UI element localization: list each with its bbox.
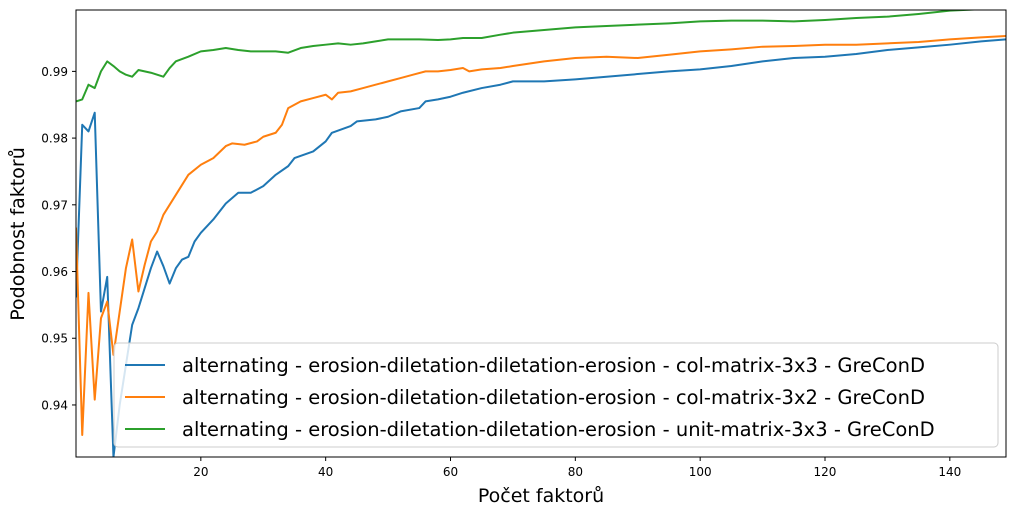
x-tick-label: 60 (443, 465, 458, 479)
plot-frame (75, 9, 1007, 458)
x-tick-label: 20 (193, 465, 208, 479)
y-tick-label: 0.95 (41, 332, 68, 346)
legend: alternating - erosion-diletation-diletat… (113, 342, 999, 448)
series-layer (76, 10, 1006, 457)
x-tick-label: 100 (689, 465, 712, 479)
x-axis-label: Počet faktorů (478, 485, 604, 507)
y-tick-label: 0.99 (41, 65, 68, 79)
series-line-2 (76, 35, 1006, 436)
x-tick-label: 40 (318, 465, 333, 479)
x-tick-label: 80 (568, 465, 583, 479)
y-tick-label: 0.98 (41, 132, 68, 146)
legend-box (113, 342, 999, 448)
y-axis-ticks: 0.94 0.95 0.96 0.97 0.98 0.99 (41, 65, 76, 412)
legend-label-2: alternating - erosion-diletation-diletat… (182, 386, 925, 409)
legend-label-3: alternating - erosion-diletation-diletat… (182, 418, 935, 441)
y-axis-label: Podobnost faktorů (7, 147, 29, 320)
x-tick-label: 120 (814, 465, 837, 479)
y-tick-label: 0.97 (41, 198, 68, 212)
x-axis-ticks: 20 40 60 80 100 120 140 (193, 457, 961, 479)
y-tick-label: 0.94 (41, 398, 68, 412)
x-tick-label: 140 (938, 465, 961, 479)
series-line-1 (76, 38, 1006, 457)
series-line-3 (76, 10, 985, 103)
legend-label-1: alternating - erosion-diletation-diletat… (182, 354, 925, 377)
y-tick-label: 0.96 (41, 265, 68, 279)
